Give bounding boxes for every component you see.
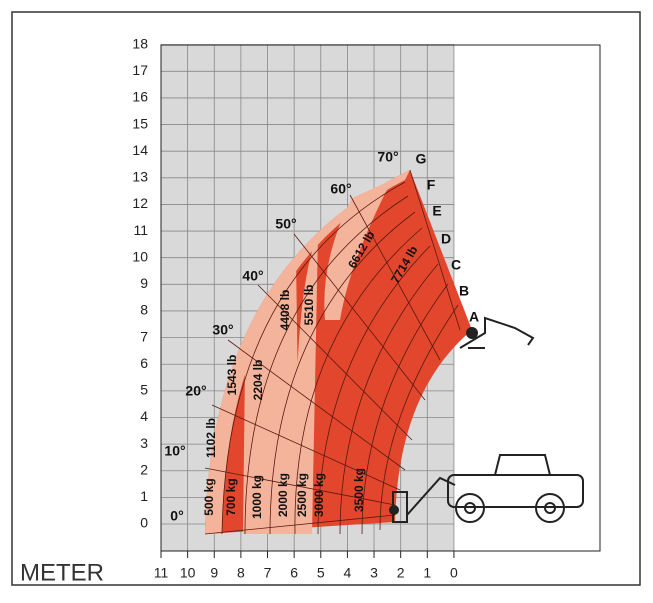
load-label: 2204 lb <box>251 360 265 401</box>
x-tick-label: 6 <box>290 565 298 581</box>
x-tick-label: 7 <box>264 565 272 581</box>
position-label: F <box>427 177 436 193</box>
load-label: 700 kg <box>224 478 238 515</box>
position-label: C <box>451 257 461 273</box>
load-label: 1543 lb <box>225 355 239 396</box>
position-label: G <box>416 151 427 167</box>
y-tick-label: 0 <box>140 515 148 531</box>
x-tick-label: 11 <box>154 565 169 581</box>
y-tick-label: 17 <box>132 62 148 78</box>
load-label: 2500 kg <box>295 473 309 517</box>
zone-band <box>205 170 410 534</box>
y-tick-label: 5 <box>140 382 148 398</box>
load-label: 2000 kg <box>276 473 290 517</box>
x-tick-label: 8 <box>237 565 245 581</box>
y-tick-label: 10 <box>132 248 148 264</box>
x-tick-label: 9 <box>210 565 218 581</box>
load-label: 500 kg <box>202 478 216 515</box>
load-label: 1000 kg <box>250 475 264 519</box>
load-label: 3500 kg <box>352 468 366 512</box>
position-label: D <box>441 231 451 247</box>
boom-arcs <box>204 169 461 535</box>
angle-label: 20° <box>185 383 206 399</box>
position-label: A <box>469 309 479 325</box>
x-tick-label: 2 <box>397 565 405 581</box>
zone-band <box>324 180 392 320</box>
load-label: 5510 lb <box>302 285 316 326</box>
y-tick-label: 7 <box>140 328 148 344</box>
y-tick-label: 8 <box>140 302 148 318</box>
y-tick-label: 12 <box>132 195 148 211</box>
load-label: 3000 kg <box>312 473 326 517</box>
zone-band <box>243 258 300 534</box>
y-tick-label: 11 <box>133 222 148 238</box>
load-label: 4408 lb <box>278 290 292 331</box>
angle-label: 40° <box>242 268 263 284</box>
x-tick-label: 4 <box>344 565 352 581</box>
y-tick-label: 6 <box>140 355 148 371</box>
angle-label: 30° <box>212 322 233 338</box>
unit-label: METER <box>20 559 104 586</box>
angle-label: 0° <box>170 508 183 524</box>
y-tick-label: 18 <box>132 35 148 51</box>
y-tick-label: 2 <box>140 461 148 477</box>
x-tick-label: 5 <box>317 565 325 581</box>
angle-label: 60° <box>330 181 351 197</box>
position-label: E <box>432 203 441 219</box>
angle-label: 10° <box>164 443 185 459</box>
x-tick-label: 3 <box>370 565 378 581</box>
x-tick-label: 0 <box>450 565 458 581</box>
zone-band <box>294 235 318 534</box>
angle-label: 50° <box>275 216 296 232</box>
y-tick-label: 1 <box>140 488 148 504</box>
y-tick-label: 3 <box>140 435 148 451</box>
y-tick-label: 4 <box>140 408 148 424</box>
plot-frame <box>160 44 601 552</box>
x-tick-label: 1 <box>423 565 431 581</box>
load-label: 1102 lb <box>204 418 218 458</box>
y-tick-label: 9 <box>140 275 148 291</box>
angle-label: 70° <box>377 149 398 165</box>
y-tick-label: 13 <box>132 169 148 185</box>
y-tick-label: 15 <box>132 115 148 131</box>
x-tick-label: 10 <box>180 565 196 581</box>
y-tick-label: 16 <box>132 89 148 105</box>
telehandler <box>389 316 584 523</box>
position-label: B <box>459 283 469 299</box>
y-tick-label: 14 <box>132 142 148 158</box>
